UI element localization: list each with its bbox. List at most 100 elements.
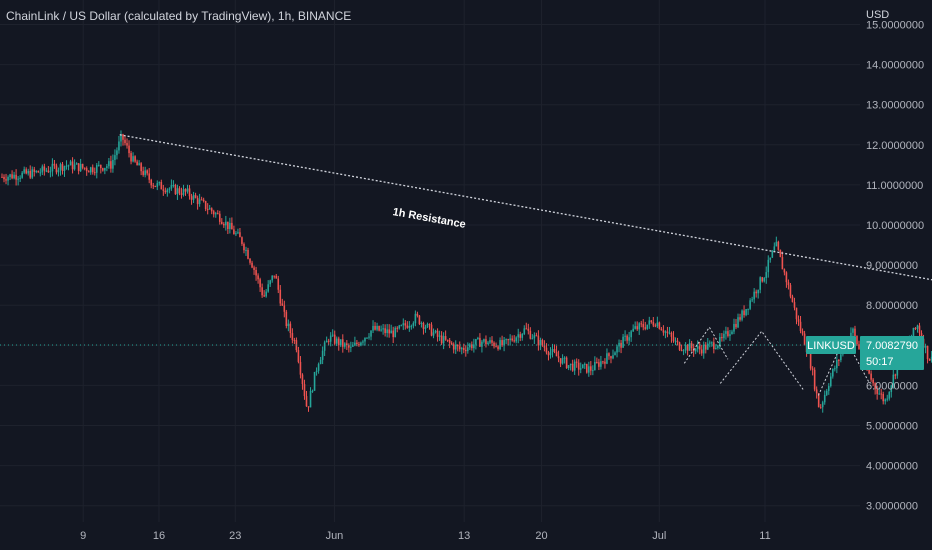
candle-body [43, 166, 46, 171]
candle-body [307, 406, 310, 408]
candle-body [739, 317, 741, 320]
candle-body [698, 346, 701, 350]
candle-body [241, 237, 243, 244]
candle-body [321, 350, 324, 360]
candle-body [620, 342, 622, 348]
candle-body [670, 332, 673, 337]
candle-body [55, 165, 58, 173]
pattern-line[interactable] [683, 326, 729, 364]
candle-body [541, 340, 544, 346]
candle-body [174, 185, 177, 195]
candle-body [376, 325, 378, 330]
candle-body [916, 325, 919, 329]
resistance-label: 1h Resistance [392, 206, 467, 231]
y-tick-label: 13.0000000 [866, 100, 924, 112]
candle-body [180, 193, 183, 195]
candle-body [182, 189, 185, 195]
candle-body [392, 330, 395, 338]
candle-body [204, 201, 207, 210]
candle-body [194, 195, 197, 198]
candle-body [39, 172, 42, 174]
candle-body [557, 356, 560, 359]
candle-body [362, 341, 364, 343]
candle-body [89, 167, 92, 173]
candle-body [723, 333, 725, 339]
candle-body [769, 257, 772, 260]
candle-body [124, 139, 126, 144]
candle-body [696, 346, 699, 349]
candle-body [364, 337, 366, 342]
candle-body [63, 166, 66, 171]
candle-body [781, 257, 784, 270]
candle-body [785, 272, 788, 283]
y-tick-label: 8.0000000 [866, 300, 918, 312]
candle-body [896, 365, 899, 376]
candle-body [319, 359, 322, 365]
pattern-line[interactable] [817, 336, 871, 396]
candle-body [59, 164, 62, 170]
candle-body [190, 196, 193, 200]
candle-body [650, 320, 653, 323]
x-tick-label: 11 [759, 530, 770, 542]
candle-body [509, 338, 511, 341]
candle-body [513, 340, 515, 342]
candle-body [7, 177, 9, 181]
candle-body [446, 339, 449, 341]
candle-body [249, 258, 251, 263]
candle-body [622, 336, 624, 348]
candle-body [608, 353, 610, 357]
candle-body [694, 348, 697, 352]
candle-body [799, 321, 802, 331]
candle-body [745, 309, 747, 316]
candle-body [874, 383, 876, 390]
candle-body [815, 389, 818, 394]
pattern-line[interactable] [719, 330, 804, 390]
candle-body [452, 344, 455, 350]
candle-body [263, 295, 265, 297]
candle-body [854, 328, 856, 337]
candle-body [652, 322, 655, 326]
candle-body [305, 396, 308, 407]
candle-body [817, 393, 820, 408]
candle-body [325, 340, 328, 343]
candle-body [45, 170, 48, 172]
candle-body [269, 280, 271, 285]
candle-body [610, 356, 612, 359]
candle-body [594, 362, 596, 371]
candle-body [327, 340, 330, 342]
candle-body [317, 364, 320, 371]
candle-body [386, 329, 388, 334]
candle-body [616, 346, 618, 353]
candle-body [114, 155, 116, 160]
candle-body [517, 334, 520, 338]
candle-body [104, 167, 106, 171]
candle-body [527, 328, 530, 331]
candle-body [41, 166, 44, 173]
y-tick-label: 3.0000000 [866, 501, 918, 513]
candle-body [400, 325, 403, 327]
candle-body [555, 351, 558, 357]
candle-body [638, 323, 641, 330]
countdown-text: 50:17 [866, 356, 894, 368]
candle-body [630, 331, 632, 338]
candle-body [102, 168, 104, 171]
y-tick-label: 15.0000000 [866, 20, 924, 32]
candle-body [223, 223, 225, 226]
y-tick-label: 11.0000000 [866, 180, 923, 192]
candle-body [220, 221, 223, 224]
candle-body [485, 339, 487, 345]
candle-body [787, 282, 790, 286]
candle-body [489, 340, 491, 343]
candle-body [440, 335, 443, 344]
candle-body [684, 345, 687, 351]
candle-body [852, 328, 854, 333]
candle-body [206, 209, 209, 211]
candle-body [142, 171, 144, 175]
candle-body [783, 269, 786, 273]
candle-body [501, 340, 503, 346]
candle-body [690, 343, 693, 349]
candle-body [216, 213, 219, 215]
candle-body [112, 159, 114, 169]
